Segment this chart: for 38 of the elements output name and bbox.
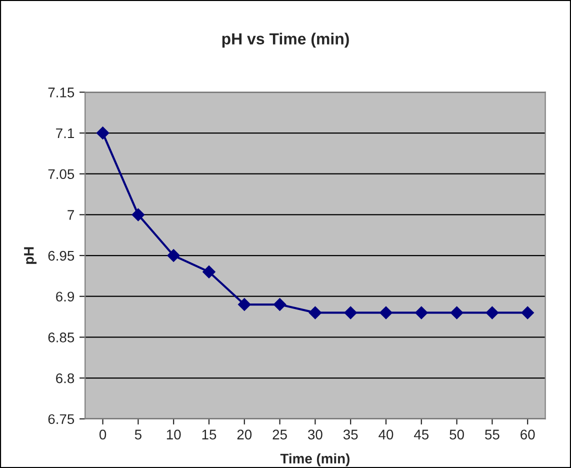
- x-tick-label: 40: [378, 430, 394, 440]
- y-tick-label: 6.8: [56, 373, 74, 384]
- point: [450, 306, 464, 320]
- point: [521, 306, 534, 320]
- x-tick-label: 30: [308, 430, 322, 440]
- point: [132, 208, 145, 222]
- x-tick-label: 50: [450, 430, 464, 440]
- y-axis-title: pH: [24, 247, 37, 264]
- point: [96, 126, 110, 140]
- y-tick-label: 7.05: [48, 169, 74, 180]
- y-tick-label: 6.85: [48, 332, 74, 342]
- point: [414, 306, 428, 320]
- y-tick-label: 6.95: [48, 250, 74, 261]
- x-tick-label: 60: [520, 430, 535, 440]
- point: [238, 298, 251, 311]
- x-tick-label: 55: [485, 430, 500, 440]
- y-tick-label: 7.15: [48, 88, 74, 98]
- x-tick-label: 5: [134, 430, 142, 440]
- y-tick-label: 6.75: [48, 414, 74, 424]
- point: [380, 306, 392, 320]
- y-tick-label: 7: [68, 210, 74, 220]
- point: [202, 265, 216, 278]
- x-tick-label: 10: [166, 430, 181, 440]
- point: [308, 306, 322, 320]
- point: [344, 306, 358, 320]
- point: [167, 249, 180, 262]
- x-tick-label: 45: [414, 430, 429, 440]
- y-tick-label: 6.9: [56, 292, 74, 302]
- x-tick-label: 35: [343, 430, 358, 440]
- chart-title: pH vs Time (min): [222, 32, 349, 48]
- x-tick-label: 0: [99, 430, 106, 440]
- x-tick-label: 15: [202, 430, 216, 440]
- y-tick-label: 7.1: [56, 128, 74, 138]
- x-tick-label: 20: [237, 430, 252, 440]
- point: [486, 306, 499, 320]
- x-tick-label: 25: [272, 430, 287, 440]
- point: [273, 298, 286, 311]
- x-axis-title: Time (min): [280, 453, 350, 466]
